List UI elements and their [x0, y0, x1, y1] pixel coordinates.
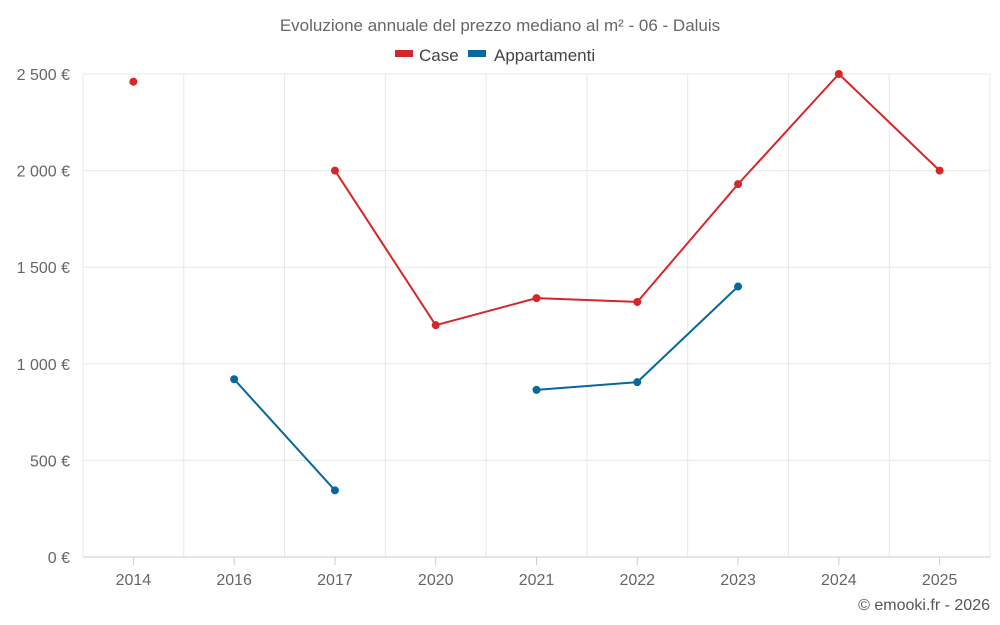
x-tick-label: 2022: [619, 572, 655, 589]
series-line-appartamenti: [233, 378, 336, 492]
data-point-case[interactable]: [935, 166, 944, 175]
legend: Case Appartamenti: [395, 46, 595, 65]
data-point-case[interactable]: [129, 77, 138, 86]
data-point-case[interactable]: [431, 321, 440, 330]
x-tick-label: 2023: [720, 572, 756, 589]
chart-title: Evoluzione annuale del prezzo mediano al…: [280, 16, 720, 35]
grid: [82, 73, 991, 557]
x-tick-label: 2016: [216, 572, 252, 589]
x-tick-label: 2021: [519, 572, 555, 589]
data-point-appartamenti[interactable]: [633, 378, 642, 387]
x-tick-label: 2025: [922, 572, 958, 589]
legend-label-case: Case: [419, 46, 459, 65]
legend-label-appartamenti: Appartamenti: [494, 46, 595, 65]
y-tick-label: 2 000 €: [17, 164, 70, 181]
data-point-case[interactable]: [532, 294, 541, 303]
y-tick-label: 1 500 €: [17, 260, 70, 277]
data-point-case[interactable]: [834, 70, 843, 78]
x-tick-label: 2024: [821, 572, 857, 589]
data-point-appartamenti[interactable]: [734, 282, 743, 291]
y-tick-label: 500 €: [30, 453, 70, 470]
data-point-appartamenti[interactable]: [532, 385, 541, 394]
series: [129, 70, 944, 495]
data-point-appartamenti[interactable]: [230, 375, 239, 384]
axes: 0 € 500 € 1 000 € 1 500 € 2 000 € 2 500 € 2014…: [17, 67, 990, 589]
legend-item-appartamenti[interactable]: Appartamenti: [468, 46, 595, 65]
x-tick-label: 2014: [116, 572, 152, 589]
series-appartamenti: [230, 282, 743, 495]
legend-swatch-case: [395, 50, 413, 57]
data-point-case[interactable]: [734, 180, 743, 189]
legend-item-case[interactable]: Case: [395, 46, 459, 65]
data-point-case[interactable]: [633, 297, 642, 306]
y-tick-label: 1 000 €: [17, 357, 70, 374]
x-tick-label: 2017: [317, 572, 353, 589]
data-point-case[interactable]: [330, 166, 339, 175]
data-point-appartamenti[interactable]: [330, 486, 339, 495]
x-tick-label: 2020: [418, 572, 454, 589]
y-tick-label: 0 €: [48, 550, 70, 567]
series-line-case: [334, 73, 941, 327]
series-case: [129, 70, 944, 330]
y-tick-label: 2 500 €: [17, 67, 70, 84]
credit-text: © emooki.fr - 2026: [858, 597, 990, 614]
legend-swatch-appartamenti: [468, 50, 486, 57]
